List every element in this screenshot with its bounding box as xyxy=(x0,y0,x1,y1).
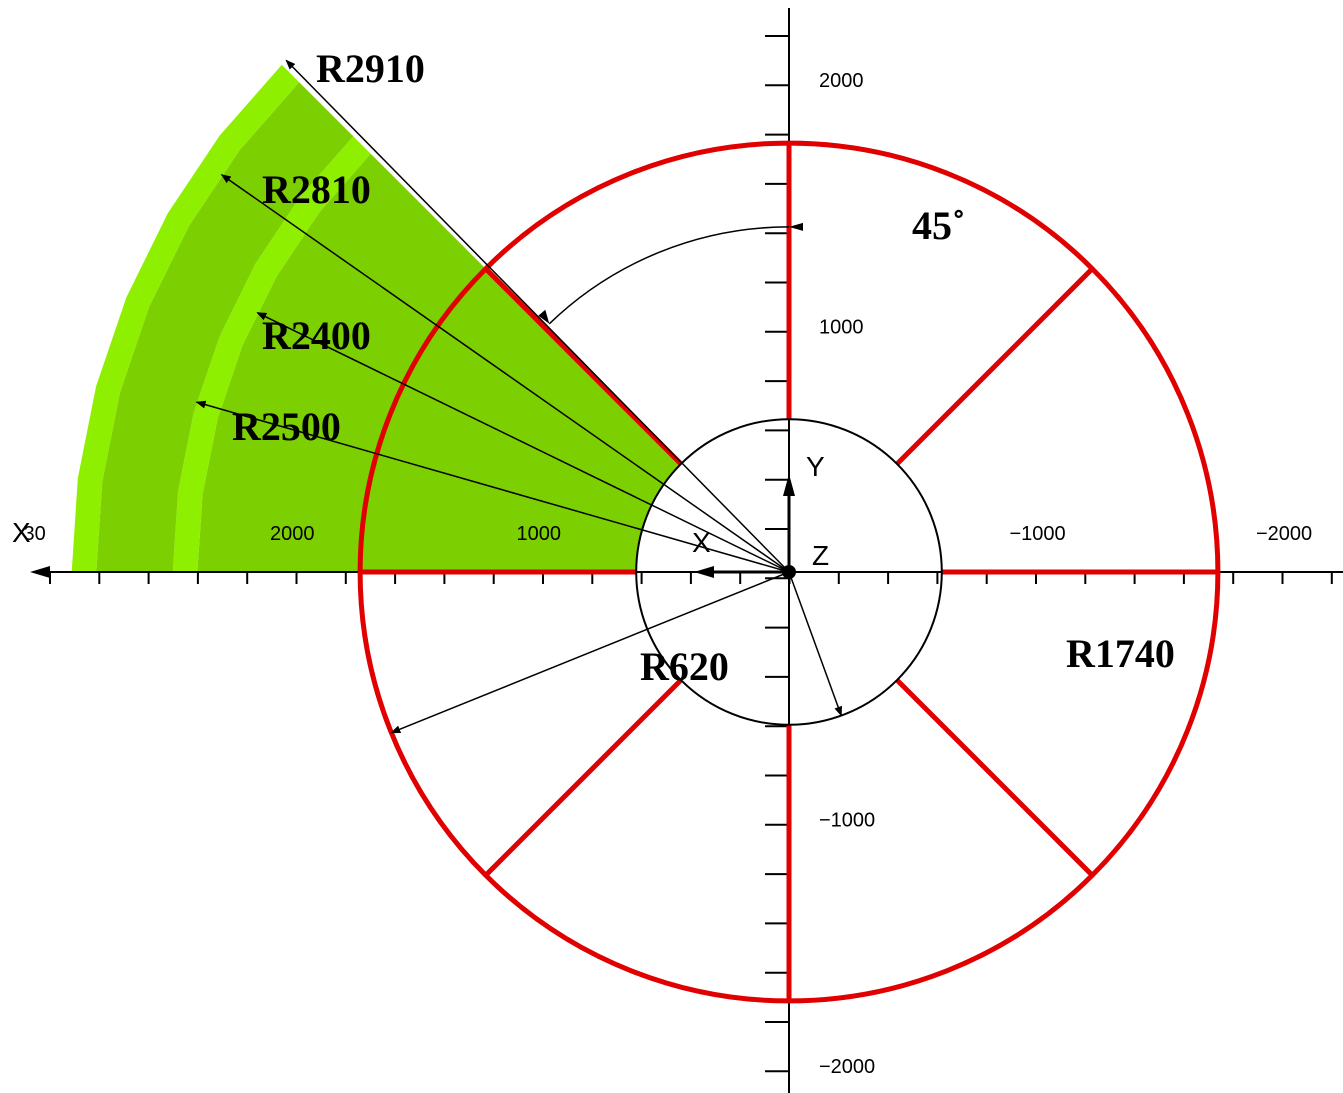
dim-label-r620: R620 xyxy=(640,644,729,689)
sector-main-band xyxy=(197,153,681,572)
dimension-labels: R2910 R2810 R2400 R2500 R620 R1740 45˚ xyxy=(232,46,1175,689)
leader-r620 xyxy=(788,571,843,717)
dim-label-angle: 45˚ xyxy=(912,203,965,248)
dim-label-r2810: R2810 xyxy=(262,167,371,212)
spoke-315 xyxy=(483,678,683,878)
tick-labels: 30 2000 1000 −1000 −2000 2000 1000 −1000 −2000 xyxy=(24,70,1313,1078)
red-ring xyxy=(357,140,1221,1004)
spoke-135 xyxy=(895,266,1095,466)
angle-arrow-end-icon xyxy=(538,309,550,324)
leader-r2910 xyxy=(285,59,790,573)
x-tick-label: 30 xyxy=(24,523,46,545)
y-tick-label: 2000 xyxy=(819,70,864,92)
dim-label-r2500: R2500 xyxy=(232,404,341,449)
x-axis-arrow-icon xyxy=(30,566,50,578)
angle-arc xyxy=(548,226,790,325)
green-sector xyxy=(71,64,681,573)
x-tick-label: −2000 xyxy=(1256,523,1312,545)
inner-circle-r620 xyxy=(635,418,943,726)
origin-triad: Y X Z X xyxy=(12,451,829,579)
y-triad-label: Y xyxy=(806,451,825,482)
x-tick-label: −1000 xyxy=(1010,523,1066,545)
leader-r2400 xyxy=(256,312,790,573)
y-axis-ticks xyxy=(765,35,789,1073)
y-tick-label: −2000 xyxy=(819,1056,875,1078)
sector-band-r2400-r2500 xyxy=(172,136,371,572)
leader-r2500 xyxy=(195,400,790,573)
x-tick-label: 1000 xyxy=(517,523,562,545)
spoke-225 xyxy=(895,678,1095,878)
y-tick-label: 1000 xyxy=(819,317,864,339)
dim-label-r2910: R2910 xyxy=(316,46,425,91)
x-tick-label: 2000 xyxy=(270,523,315,545)
sector-band-r2500-r2810 xyxy=(96,82,354,572)
sector-band-r2810-r2910 xyxy=(71,64,300,573)
x-triad-arrow-icon xyxy=(694,566,714,578)
dimension-lines xyxy=(195,59,843,734)
spoke-45 xyxy=(483,266,683,466)
x-triad-label: X xyxy=(692,527,711,558)
angle-arrow-start-icon xyxy=(789,222,803,231)
leader-r1740 xyxy=(390,571,790,734)
y-triad-arrow-icon xyxy=(783,474,795,496)
x-axis-letter: X xyxy=(12,517,31,548)
z-triad-label: Z xyxy=(812,540,829,571)
y-tick-label: −1000 xyxy=(819,810,875,832)
dim-label-r2400: R2400 xyxy=(262,313,371,358)
leader-r2810 xyxy=(220,174,790,573)
dim-label-r1740: R1740 xyxy=(1066,631,1175,676)
